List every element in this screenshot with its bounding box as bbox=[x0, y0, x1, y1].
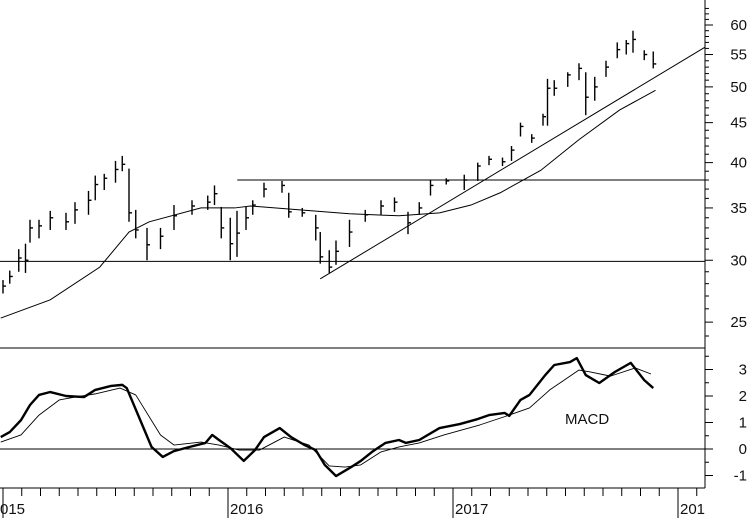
price-bar bbox=[319, 232, 324, 264]
price-bar bbox=[632, 30, 636, 53]
price-bar bbox=[531, 134, 535, 143]
price-panel bbox=[0, 30, 706, 319]
macd-tick-label: -1 bbox=[734, 468, 747, 485]
price-bar bbox=[585, 72, 589, 116]
price-bar bbox=[380, 200, 384, 215]
price-tick-label: 45 bbox=[730, 115, 747, 132]
price-bar bbox=[546, 78, 551, 126]
price-bar bbox=[335, 240, 339, 265]
price-bar bbox=[146, 227, 150, 261]
price-bar bbox=[625, 40, 630, 55]
price-bar bbox=[245, 206, 249, 230]
price-bar bbox=[38, 219, 42, 239]
price-bar bbox=[159, 227, 164, 250]
price-bar bbox=[407, 211, 411, 235]
price-bar bbox=[542, 113, 546, 126]
macd-panel bbox=[0, 356, 705, 478]
price-bar bbox=[519, 122, 524, 137]
trendline bbox=[319, 46, 706, 280]
price-tick-label: 35 bbox=[730, 200, 747, 217]
price-bar bbox=[103, 173, 108, 190]
price-bar bbox=[605, 60, 609, 77]
price-bar bbox=[288, 192, 292, 218]
price-bar bbox=[213, 185, 218, 206]
price-bar bbox=[418, 202, 423, 215]
macd-line bbox=[0, 356, 655, 478]
price-bar bbox=[191, 200, 195, 215]
price-bar bbox=[18, 249, 22, 272]
price-bar bbox=[9, 270, 13, 284]
year-label: 015 bbox=[0, 501, 25, 518]
price-bar bbox=[301, 207, 306, 217]
price-bar bbox=[263, 182, 267, 198]
signal-line bbox=[0, 367, 652, 468]
price-bar bbox=[501, 157, 506, 167]
price-bar bbox=[281, 180, 285, 193]
price-bar bbox=[135, 209, 139, 239]
price-bar bbox=[445, 178, 450, 185]
price-bar bbox=[328, 250, 333, 273]
price-bar bbox=[207, 195, 211, 210]
price-bar bbox=[229, 217, 234, 261]
moving-average-line bbox=[0, 89, 656, 319]
price-bar bbox=[393, 197, 398, 212]
price-bar bbox=[236, 210, 240, 257]
price-bar bbox=[477, 162, 481, 181]
price-bar bbox=[488, 155, 492, 166]
price-bar bbox=[173, 205, 177, 230]
price-bar bbox=[567, 72, 571, 87]
year-label: 2017 bbox=[455, 501, 488, 518]
price-bar bbox=[578, 63, 582, 81]
price-bar bbox=[24, 243, 29, 273]
price-tick-label: 30 bbox=[730, 252, 747, 269]
price-tick-label: 50 bbox=[730, 79, 747, 96]
price-bar bbox=[652, 51, 657, 69]
price-bar bbox=[252, 200, 256, 215]
price-bar bbox=[2, 280, 6, 294]
price-bar bbox=[348, 219, 353, 247]
price-bar bbox=[121, 155, 126, 172]
price-bar bbox=[220, 206, 225, 239]
price-bar bbox=[429, 180, 434, 196]
macd-label: MACD bbox=[565, 411, 609, 428]
price-tick-label: 60 bbox=[730, 17, 747, 34]
price-bar bbox=[643, 50, 648, 61]
price-bar bbox=[65, 212, 69, 230]
price-bar bbox=[49, 210, 54, 230]
price-tick-label: 40 bbox=[730, 155, 747, 172]
macd-tick-label: 3 bbox=[739, 362, 747, 379]
price-bar bbox=[114, 160, 119, 183]
macd-tick-label: 1 bbox=[739, 415, 747, 432]
price-tick-label: 55 bbox=[730, 47, 747, 64]
price-tick-label: 25 bbox=[730, 314, 747, 331]
price-bar bbox=[87, 190, 92, 215]
price-bar bbox=[94, 175, 99, 201]
price-bar bbox=[128, 168, 132, 222]
year-label: 201 bbox=[680, 501, 705, 518]
macd-tick-label: 0 bbox=[739, 441, 747, 458]
price-bar bbox=[510, 146, 515, 161]
price-bar bbox=[553, 80, 558, 96]
price-bar bbox=[463, 174, 468, 190]
price-bar bbox=[29, 219, 33, 243]
price-bar bbox=[74, 202, 78, 224]
price-bar bbox=[594, 76, 598, 101]
price-bar bbox=[315, 214, 319, 241]
macd-tick-label: 2 bbox=[739, 388, 747, 405]
price-bar bbox=[364, 209, 369, 222]
price-bar bbox=[616, 42, 621, 59]
year-label: 2016 bbox=[230, 501, 263, 518]
